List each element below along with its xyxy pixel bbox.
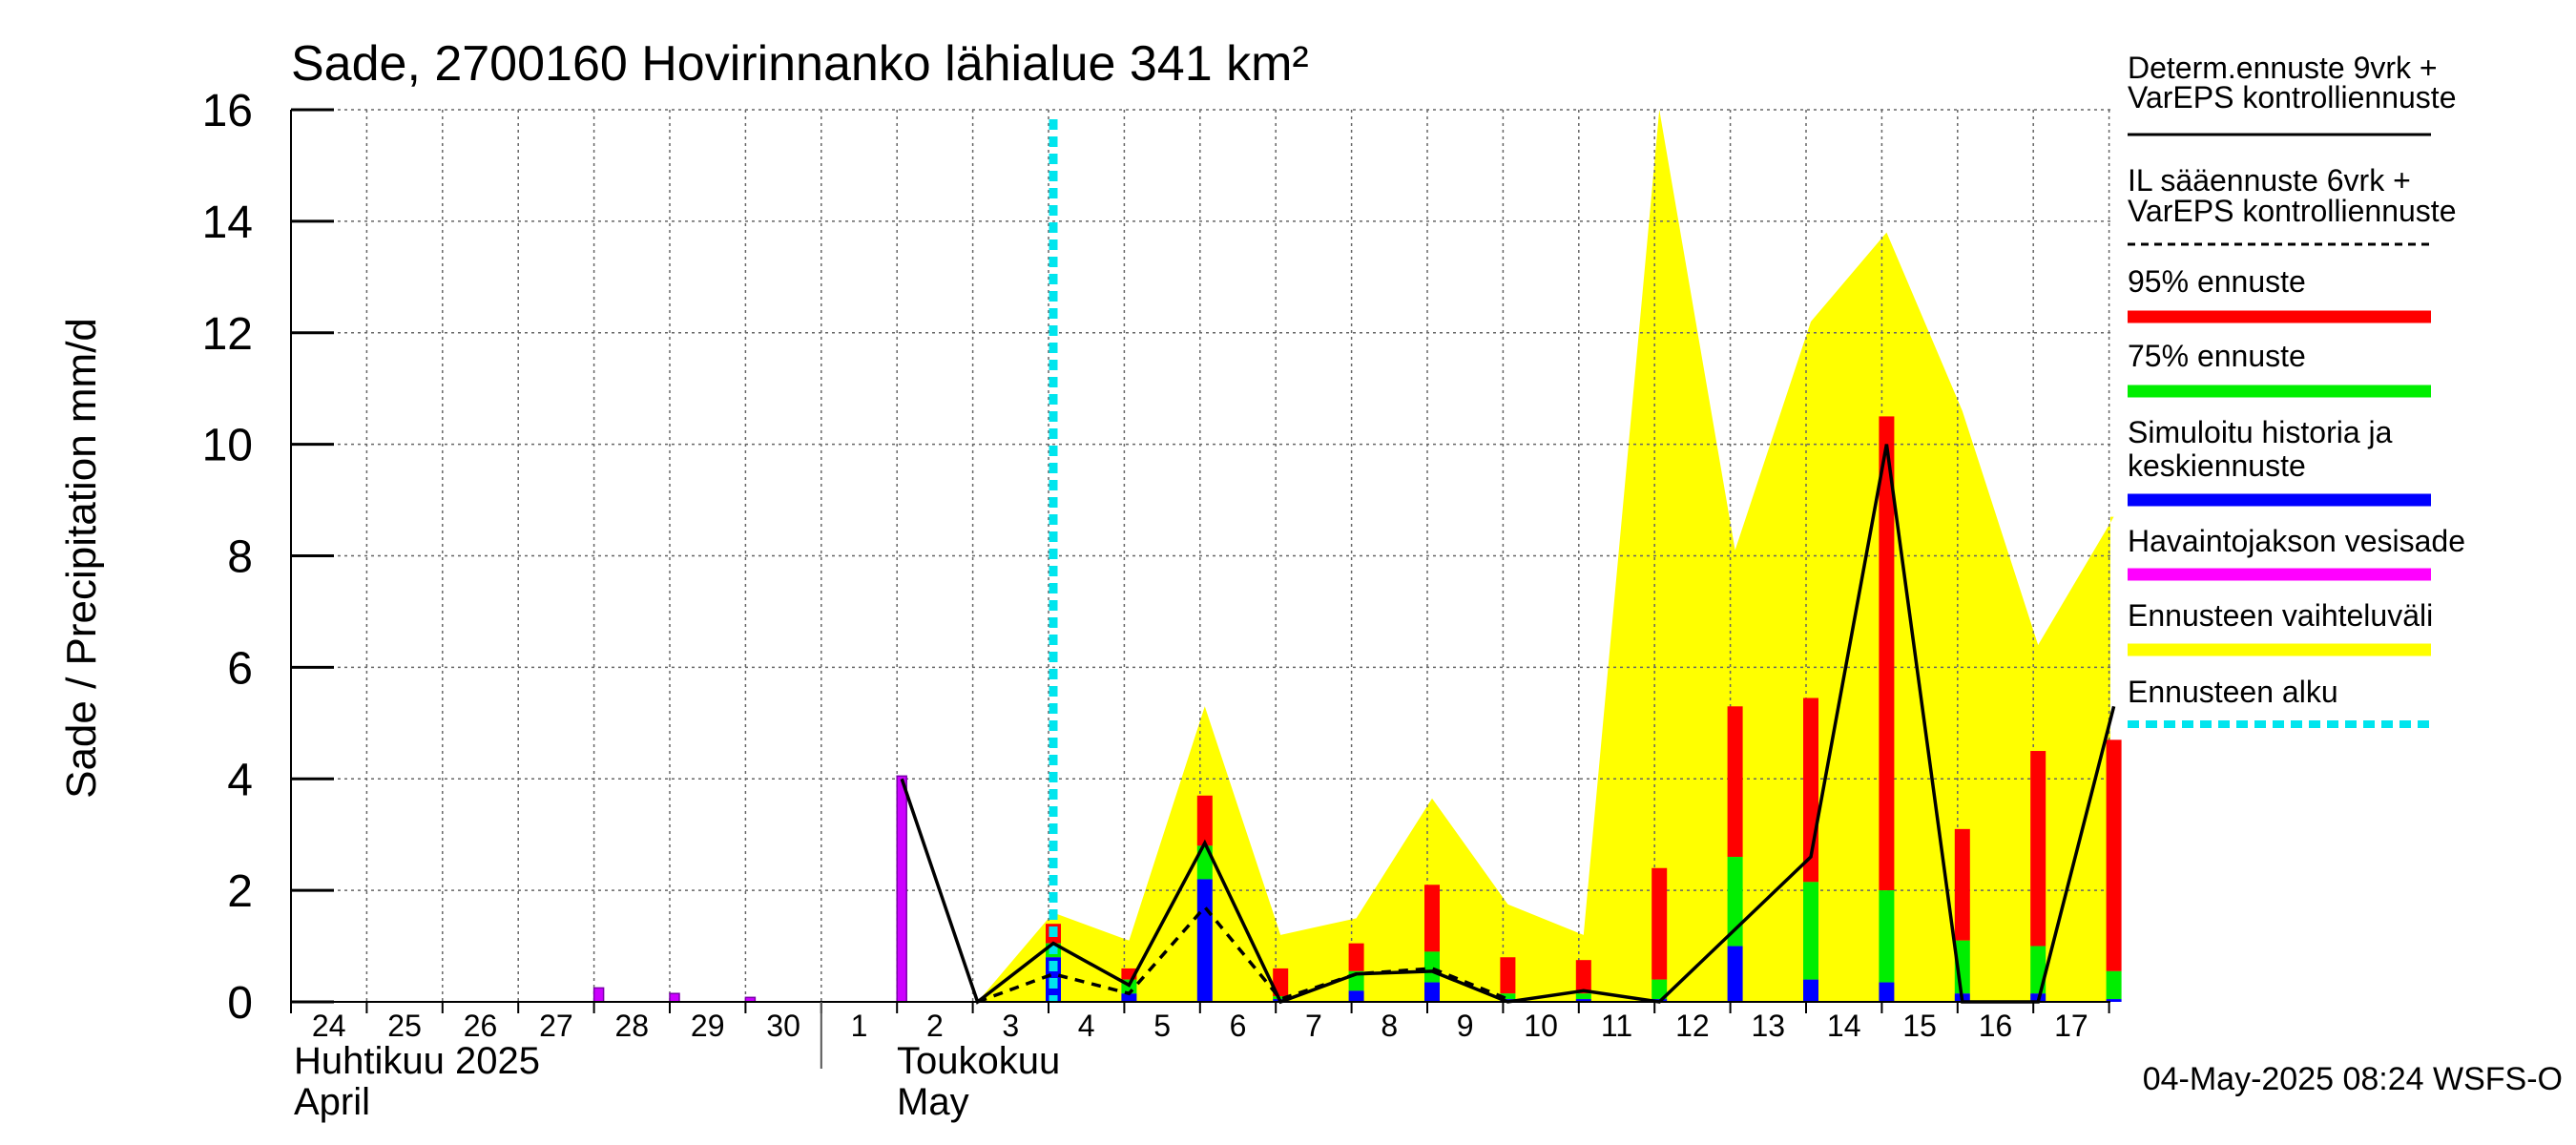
x-day-label: 5 (1153, 1009, 1171, 1043)
legend-label-obs: Havaintojakson vesisade (2128, 524, 2465, 558)
p95-bar (1273, 968, 1289, 997)
p75-bar (1500, 993, 1516, 1000)
legend-label-p75: 75% ennuste (2128, 339, 2306, 373)
p95-bar (1500, 957, 1516, 994)
legend-label-p95: 95% ennuste (2128, 264, 2306, 299)
x-day-label: 24 (312, 1009, 346, 1043)
p75-bar (1273, 996, 1289, 1000)
x-day-label: 9 (1457, 1009, 1474, 1043)
grid-layer (291, 109, 2110, 1002)
x-day-label: 15 (1902, 1009, 1937, 1043)
y-tick-label: 14 (202, 198, 253, 248)
p75-bar (1879, 890, 1895, 983)
p95-bar (2030, 751, 2046, 947)
x-day-label: 11 (1601, 1009, 1632, 1043)
x-day-label: 26 (464, 1009, 498, 1043)
x-day-label: 27 (539, 1009, 573, 1043)
chart-title: Sade, 2700160 Hovirinnanko lähialue 341 … (291, 36, 1309, 92)
median-bar (1803, 979, 1818, 1002)
x-day-label: 12 (1675, 1009, 1710, 1043)
legend-label-determ: Determ.ennuste 9vrk + (2128, 51, 2438, 85)
p95-bar (1348, 943, 1364, 971)
observed-rain-bar (669, 992, 680, 1003)
p95-bar (1424, 885, 1440, 952)
x-day-label: 17 (2054, 1009, 2088, 1043)
month-label-may-en: May (897, 1081, 969, 1123)
legend-label-median: Simuloitu historia ja (2128, 415, 2393, 449)
y-tick-label: 0 (227, 978, 253, 1029)
x-day-label: 7 (1305, 1009, 1322, 1043)
legend: Determ.ennuste 9vrk +VarEPS kontrollienn… (2128, 51, 2465, 728)
line-layer (900, 119, 2116, 1005)
x-day-label: 13 (1752, 1009, 1786, 1043)
p75-bar (1575, 993, 1591, 1000)
month-label-april-en: April (294, 1081, 370, 1123)
legend-label-band: Ennusteen vaihteluväli (2128, 598, 2433, 633)
x-day-label: 3 (1002, 1009, 1019, 1043)
median-bar (1196, 879, 1213, 1002)
x-day-label: 25 (387, 1009, 422, 1043)
p95-bar (1575, 960, 1591, 994)
y-tick-label: 4 (227, 755, 253, 805)
y-tick-label: 2 (227, 866, 253, 917)
p75-bar (1424, 951, 1440, 983)
p75-bar (2106, 970, 2122, 1000)
p75-bar (1803, 882, 1818, 980)
x-day-label: 28 (615, 1009, 650, 1043)
deterministic-forecast-line (900, 444, 2116, 1005)
legend-label-start: Ennusteen alku (2128, 675, 2338, 709)
legend-label-determ-line2: VarEPS kontrolliennuste (2128, 80, 2456, 114)
x-day-label: 4 (1078, 1009, 1095, 1043)
median-bar (1424, 982, 1440, 1002)
y-tick-label: 6 (227, 643, 253, 694)
x-day-label: 16 (1979, 1009, 2013, 1043)
x-day-label: 29 (691, 1009, 725, 1043)
timestamp: 04-May-2025 08:24 WSFS-O (2143, 1061, 2563, 1097)
median-bar (1348, 990, 1364, 1002)
y-axis-label: Sade / Precipitation mm/d (58, 318, 105, 799)
observed-rain-bar (896, 775, 907, 1003)
il-forecast-line (976, 904, 1509, 1004)
p95-bar (1196, 795, 1213, 846)
p95-bar (1727, 706, 1743, 858)
median-bar (1121, 993, 1137, 1002)
legend-label-median-line2: keskiennuste (2128, 448, 2306, 483)
median-bar (1727, 946, 1743, 1002)
p95-bar (1652, 867, 1668, 980)
median-bar (1879, 982, 1895, 1002)
y-tick-label: 12 (202, 309, 253, 360)
y-tick-label: 8 (227, 532, 253, 583)
x-day-label: 1 (851, 1009, 868, 1043)
legend-label-il: IL sääennuste 6vrk + (2128, 163, 2411, 198)
x-day-label: 10 (1524, 1009, 1558, 1043)
y-tick-label: 16 (202, 86, 253, 136)
legend-label-il-line2: VarEPS kontrolliennuste (2128, 194, 2456, 228)
y-tick-label: 10 (202, 421, 253, 471)
x-day-label: 2 (926, 1009, 944, 1043)
p95-bar (1954, 828, 1970, 941)
month-label-april-fi: Huhtikuu 2025 (294, 1040, 540, 1082)
month-label-may-fi: Toukokuu (897, 1040, 1060, 1082)
observed-rain-bar (592, 987, 605, 1003)
median-bar (1575, 999, 1591, 1002)
x-day-label: 8 (1381, 1009, 1398, 1043)
median-bar (2106, 999, 2122, 1002)
x-day-label: 14 (1827, 1009, 1861, 1043)
x-day-label: 30 (766, 1009, 800, 1043)
x-day-label: 6 (1230, 1009, 1247, 1043)
p95-bar (1121, 968, 1137, 980)
p95-bar (1879, 416, 1895, 891)
p75-bar (1652, 979, 1668, 1000)
p95-bar (2106, 739, 2122, 971)
